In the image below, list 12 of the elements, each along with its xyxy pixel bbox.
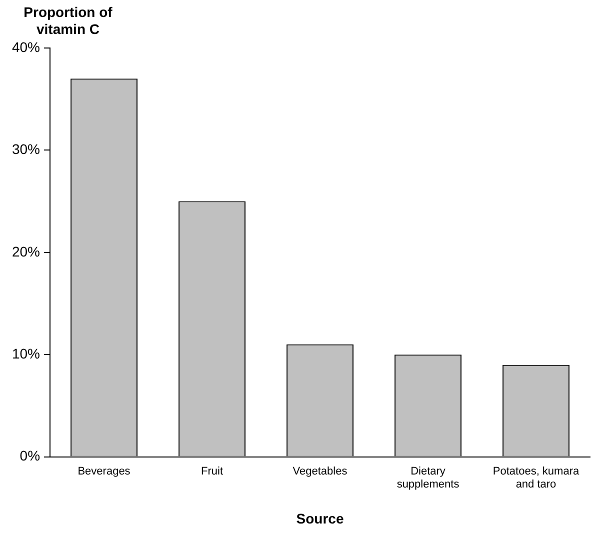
y-tick-label: 20% xyxy=(12,243,40,260)
y-axis-title: Proportion of vitamin C xyxy=(22,4,114,38)
y-tick-label: 10% xyxy=(12,345,40,362)
x-tick-label: Dietary supplements xyxy=(396,465,460,491)
x-tick-label: Beverages xyxy=(78,465,131,478)
x-axis-title: Source xyxy=(296,510,344,526)
x-tick-label: Potatoes, kumara and taro xyxy=(492,465,580,491)
x-tick-label: Vegetables xyxy=(292,465,348,478)
y-tick-label: 0% xyxy=(20,448,40,464)
y-tick-label: 30% xyxy=(12,141,40,158)
y-tick-label: 40% xyxy=(12,38,40,55)
x-tick-label: Fruit xyxy=(201,465,224,478)
